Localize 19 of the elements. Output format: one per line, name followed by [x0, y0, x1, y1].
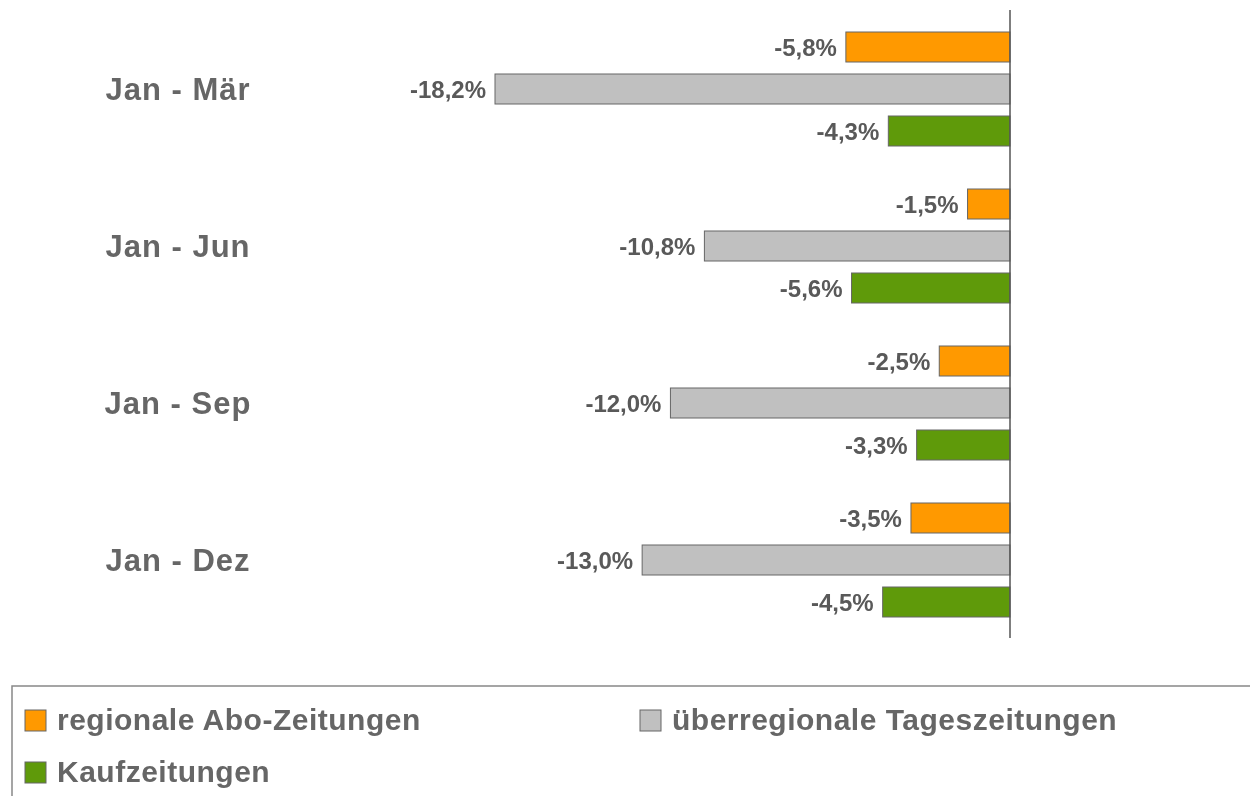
data-label: -5,8% — [774, 34, 837, 61]
data-label: -3,5% — [839, 505, 902, 532]
data-label: -3,3% — [844, 432, 908, 459]
y-tick-label: Jan - Mär — [105, 72, 251, 107]
data-label: -4,3% — [816, 118, 880, 145]
y-tick-label: Jan - Dez — [105, 543, 251, 578]
legend-label: regionale Abo-Zeitungen — [57, 703, 421, 736]
data-label: -2,5% — [867, 348, 931, 375]
data-label: -4,5% — [810, 589, 874, 616]
data-label: -12,0% — [585, 390, 662, 417]
data-label: -13,0% — [557, 547, 634, 574]
legend-label: Kaufzeitungen — [57, 755, 271, 788]
legend-label: überregionale Tageszeitungen — [672, 703, 1118, 736]
data-label: -1,5% — [895, 191, 959, 218]
y-tick-label: Jan - Jun — [105, 229, 251, 264]
y-tick-label: Jan - Sep — [104, 386, 252, 421]
data-label: -10,8% — [619, 233, 696, 260]
data-label: -18,2% — [409, 76, 486, 103]
data-label: -5,6% — [779, 275, 843, 302]
